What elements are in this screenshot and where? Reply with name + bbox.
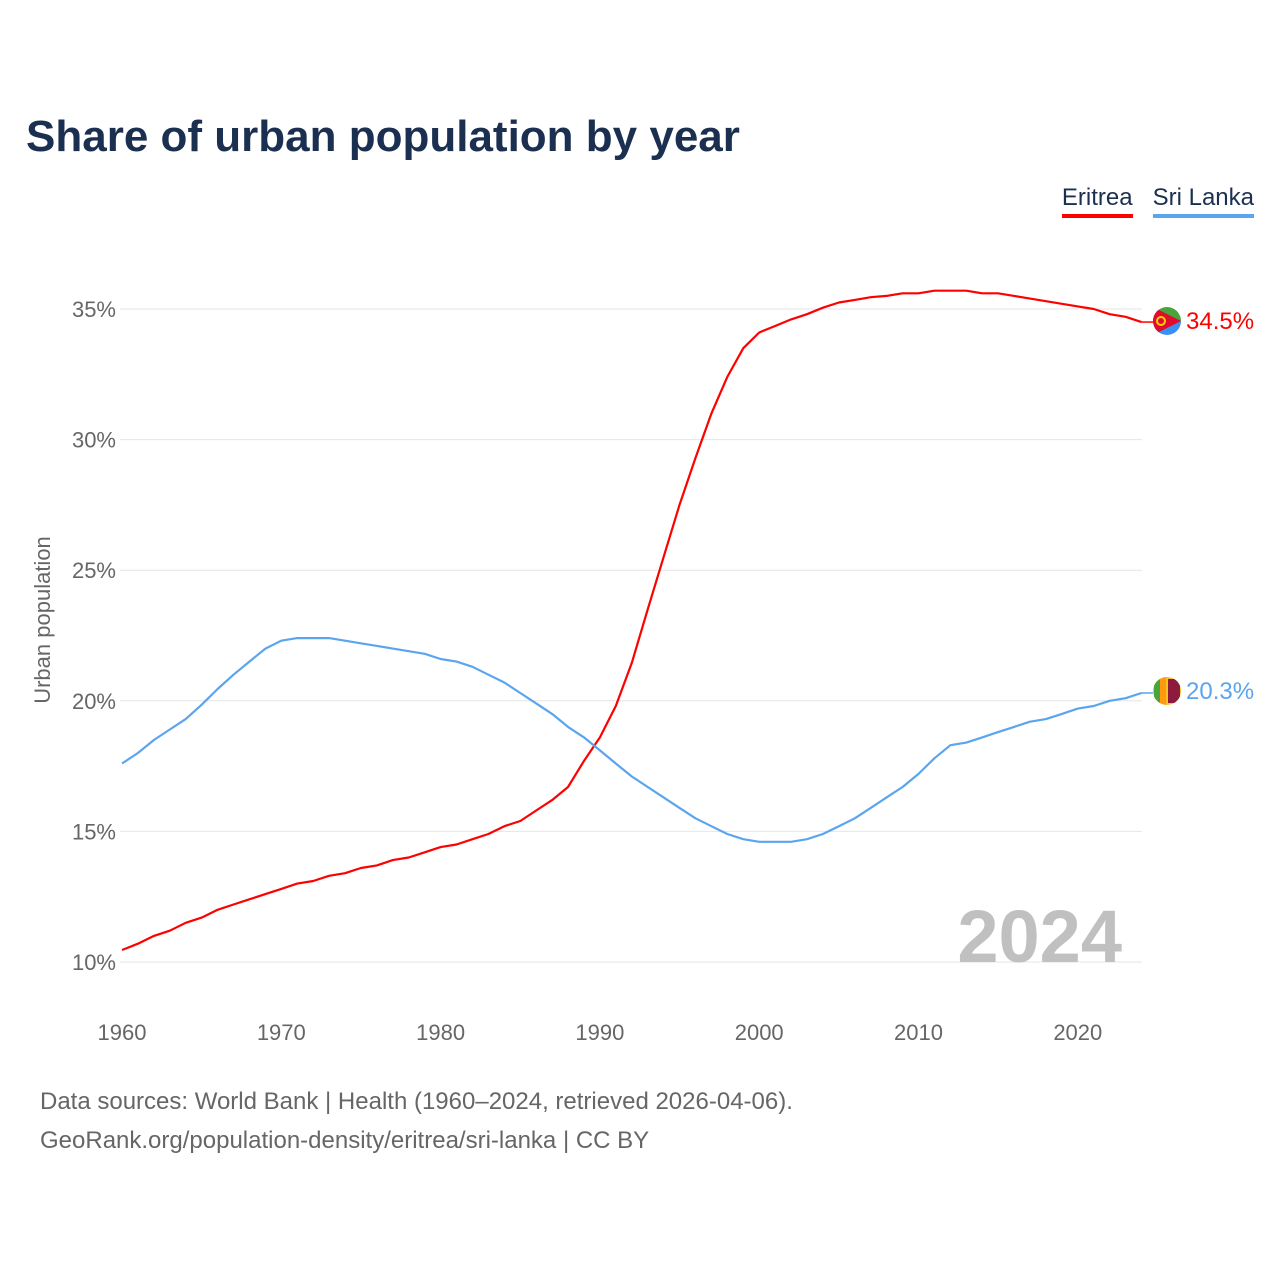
- series-line-sri-lanka: [121, 636, 1142, 843]
- legend: Eritrea Sri Lanka: [1061, 184, 1254, 218]
- y-tick-label: 35%: [72, 297, 116, 322]
- x-tick-label: 2020: [1053, 1020, 1102, 1045]
- series-line-eritrea: [121, 289, 1142, 952]
- sri-lanka-flag-icon: [1153, 677, 1181, 705]
- x-tick-label: 1980: [416, 1020, 465, 1045]
- y-axis-label: Urban population: [30, 536, 55, 704]
- legend-item-eritrea[interactable]: Eritrea: [1061, 184, 1133, 218]
- source-url[interactable]: GeoRank.org/population-density/eritrea/s…: [40, 1127, 650, 1154]
- x-tick-label: 1990: [575, 1020, 624, 1045]
- y-tick-label: 25%: [72, 558, 116, 583]
- y-tick-label: 20%: [72, 689, 116, 714]
- y-tick-label: 30%: [72, 428, 116, 453]
- eritrea-flag-icon: [1153, 307, 1181, 335]
- year-watermark: 2024: [957, 895, 1122, 978]
- y-tick-label: 10%: [72, 950, 116, 975]
- eritrea-end-label: 34.5%: [1186, 308, 1254, 335]
- source-note: Data sources: World Bank | Health (1960–…: [40, 1088, 793, 1115]
- x-tick-label: 2000: [735, 1020, 784, 1045]
- x-tick-label: 1970: [257, 1020, 306, 1045]
- x-tick-label: 2010: [894, 1020, 943, 1045]
- legend-item-sri-lanka[interactable]: Sri Lanka: [1152, 184, 1254, 218]
- x-tick-label: 1960: [98, 1020, 147, 1045]
- sri-lanka-end-label: 20.3%: [1186, 678, 1254, 705]
- chart-title: Share of urban population by year: [26, 112, 740, 161]
- y-tick-label: 15%: [72, 819, 116, 844]
